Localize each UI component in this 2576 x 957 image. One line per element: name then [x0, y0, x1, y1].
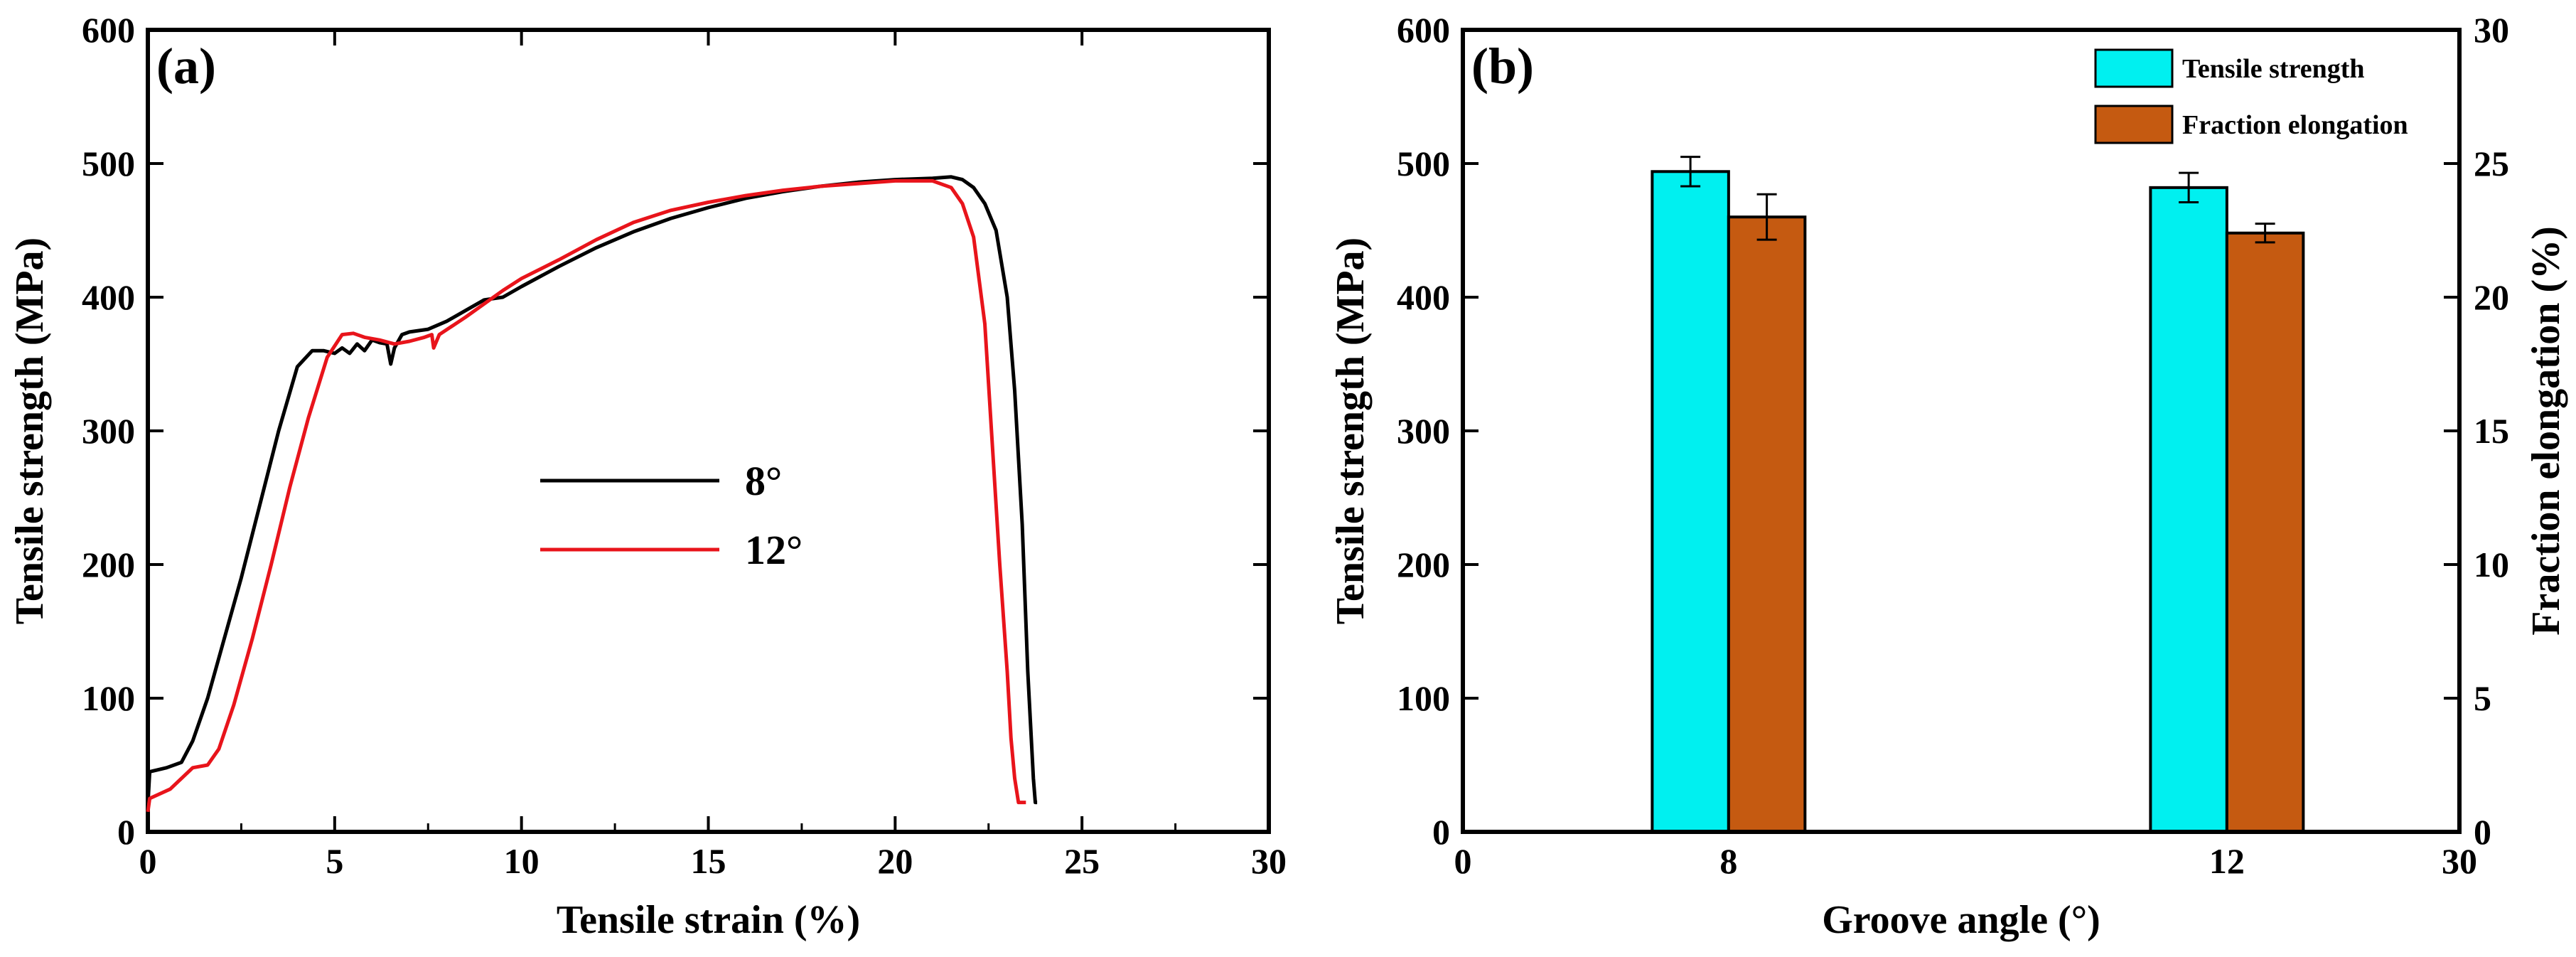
legend-swatch-fraction-elongation	[2094, 105, 2174, 144]
panel-b-bars	[1651, 156, 2305, 833]
right-y-tick-label: 5	[2474, 678, 2491, 718]
y-tick-label: 400	[1397, 277, 1450, 317]
panel-b-legend: Tensile strength Fraction elongation	[2094, 48, 2408, 144]
x-tick-label: 0	[139, 841, 157, 881]
y-tick-label: 500	[82, 144, 135, 183]
panel-a-legend: 8° 12°	[540, 458, 803, 573]
y-tick-label: 0	[1432, 812, 1450, 852]
x-tick-label: 25	[1064, 841, 1100, 881]
right-y-tick-label: 0	[2474, 812, 2491, 852]
x-tick-label: 15	[691, 841, 726, 881]
x-tick-label: 0	[1454, 841, 1472, 881]
x-tick-label: 8	[1719, 841, 1737, 881]
series-line-12deg	[146, 178, 1026, 813]
panel-b-y-axis-label: Tensile strength (MPa)	[1329, 237, 1373, 624]
x-tick-label: 20	[877, 841, 913, 881]
panel-b-plot-frame	[1461, 28, 2462, 834]
panel-a-series-lines	[146, 175, 1038, 813]
bar-fraction-elongation-12	[2225, 231, 2305, 833]
panel-a-label: (a)	[156, 38, 216, 95]
right-y-tick-label: 20	[2474, 277, 2509, 317]
right-y-tick-label: 15	[2474, 411, 2509, 451]
legend-label-8deg: 8°	[745, 458, 782, 504]
y-tick-label: 600	[1397, 10, 1450, 50]
x-tick-label: 10	[504, 841, 540, 881]
bar-tensile-strength-12	[2149, 186, 2228, 833]
y-tick-label: 300	[1397, 411, 1450, 451]
x-tick-label: 30	[2442, 841, 2477, 881]
panel-b-x-axis-label: Groove angle (°)	[1822, 898, 2100, 942]
x-tick-label: 30	[1251, 841, 1287, 881]
x-tick-label: 5	[326, 841, 343, 881]
right-y-tick-label: 25	[2474, 144, 2509, 183]
legend-swatch-tensile-strength	[2094, 48, 2174, 88]
y-tick-label: 100	[1397, 678, 1450, 718]
y-tick-label: 300	[82, 411, 135, 451]
panel-a-x-axis-label: Tensile strain (%)	[557, 898, 860, 942]
legend-label-tensile-strength: Tensile strength	[2182, 54, 2365, 84]
y-tick-label: 100	[82, 678, 135, 718]
x-tick-label: 12	[2209, 841, 2245, 881]
series-line-8deg	[146, 175, 1038, 806]
y-tick-label: 0	[117, 812, 135, 852]
y-tick-label: 200	[1397, 545, 1450, 584]
y-tick-label: 400	[82, 277, 135, 317]
panel-b-right-y-axis-label: Fraction elongation (%)	[2524, 226, 2568, 635]
y-tick-label: 600	[82, 10, 135, 50]
y-tick-label: 500	[1397, 144, 1450, 183]
y-tick-label: 200	[82, 545, 135, 584]
panel-a-plot-frame	[146, 28, 1271, 834]
legend-label-12deg: 12°	[745, 527, 803, 573]
bar-fraction-elongation-8	[1727, 215, 1807, 833]
right-y-tick-label: 30	[2474, 10, 2509, 50]
panel-a-y-axis-label: Tensile strength (MPa)	[8, 237, 52, 624]
panel-b-label: (b)	[1471, 38, 1534, 95]
legend-label-fraction-elongation: Fraction elongation	[2182, 110, 2408, 140]
bar-tensile-strength-8	[1651, 170, 1730, 833]
right-y-tick-label: 10	[2474, 545, 2509, 584]
